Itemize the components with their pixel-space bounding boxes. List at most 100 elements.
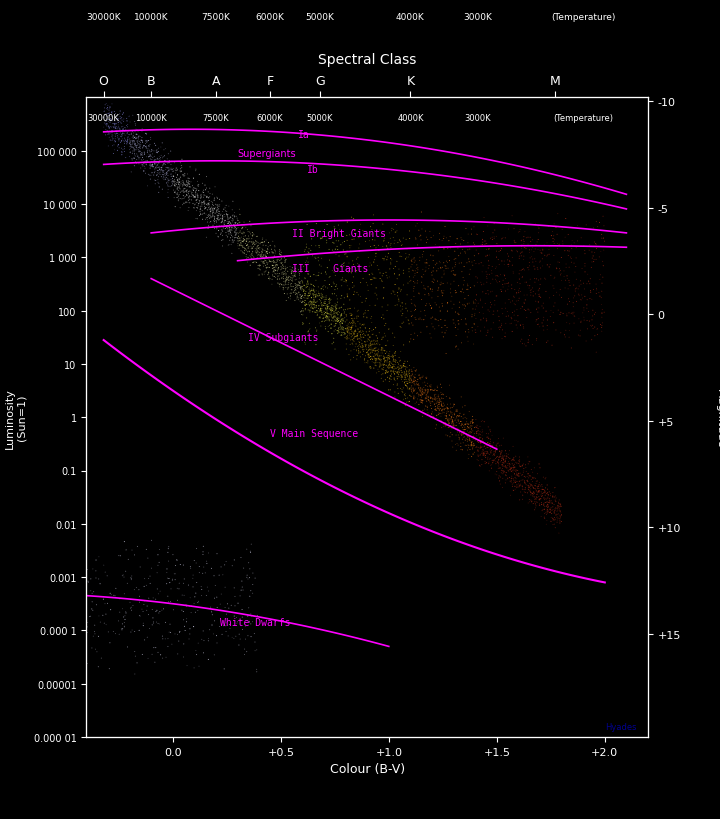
Point <box>209 211 220 224</box>
Point <box>400 376 412 389</box>
Point <box>425 392 436 405</box>
Point <box>234 240 246 253</box>
Point <box>449 253 461 266</box>
Point <box>164 577 176 590</box>
Point <box>351 253 362 266</box>
Point <box>310 322 321 335</box>
Point <box>222 217 234 230</box>
Point <box>178 637 189 650</box>
Point <box>172 174 184 188</box>
Point <box>150 162 162 175</box>
Point <box>166 156 178 169</box>
Point <box>437 388 449 401</box>
Point <box>194 204 206 217</box>
Point <box>462 237 474 250</box>
Point <box>470 295 482 308</box>
Point <box>195 203 207 216</box>
Point <box>119 621 130 634</box>
Point <box>390 354 401 367</box>
Point <box>108 589 120 602</box>
Point <box>283 282 294 295</box>
Point <box>314 305 325 319</box>
Point <box>388 286 400 299</box>
Point <box>387 351 399 364</box>
Point <box>269 264 280 277</box>
Point <box>403 373 415 387</box>
Point <box>302 246 314 259</box>
Point <box>282 261 293 274</box>
Point <box>230 230 241 243</box>
Point <box>472 450 484 463</box>
Point <box>197 214 208 227</box>
Point <box>504 256 516 269</box>
Point <box>351 333 363 346</box>
Point <box>410 263 422 276</box>
Point <box>316 309 328 322</box>
Point <box>333 250 345 263</box>
Point <box>533 480 544 493</box>
Point <box>549 503 560 516</box>
Point <box>278 276 289 289</box>
Point <box>373 346 384 359</box>
Point <box>513 287 524 300</box>
Point <box>528 486 539 500</box>
Point <box>414 251 426 265</box>
Point <box>217 213 228 226</box>
Point <box>336 309 347 322</box>
Point <box>110 121 122 134</box>
Point <box>112 128 123 141</box>
Point <box>274 246 285 259</box>
Point <box>128 146 140 159</box>
Point <box>328 310 340 324</box>
Point <box>515 286 526 299</box>
Point <box>308 269 320 282</box>
Point <box>541 237 553 250</box>
Point <box>456 266 468 279</box>
Point <box>148 617 159 630</box>
Point <box>122 131 134 144</box>
Point <box>336 314 347 328</box>
Point <box>220 200 232 213</box>
Point <box>130 142 142 155</box>
Point <box>533 319 544 332</box>
Point <box>532 264 544 277</box>
Point <box>529 243 541 256</box>
Point <box>122 127 133 140</box>
Point <box>511 457 523 470</box>
Point <box>156 162 167 175</box>
Point <box>526 486 537 500</box>
Point <box>384 373 395 386</box>
Point <box>415 389 426 402</box>
Point <box>400 298 411 311</box>
Point <box>245 618 256 631</box>
Point <box>435 396 446 409</box>
Point <box>352 324 364 337</box>
Point <box>87 563 99 576</box>
Point <box>238 247 249 260</box>
Point <box>325 303 336 316</box>
Point <box>482 441 494 455</box>
Point <box>563 274 575 287</box>
Point <box>181 181 193 194</box>
Point <box>253 238 265 251</box>
Point <box>500 232 511 245</box>
Point <box>352 251 364 265</box>
Point <box>212 601 223 614</box>
Point <box>360 350 372 363</box>
Point <box>439 221 451 234</box>
Point <box>179 620 190 633</box>
Point <box>232 240 243 253</box>
Point <box>212 212 224 225</box>
Point <box>447 314 459 327</box>
Point <box>180 179 192 192</box>
Point <box>588 256 600 269</box>
Point <box>168 175 180 188</box>
Point <box>304 299 315 312</box>
Point <box>325 305 337 319</box>
Point <box>235 239 247 252</box>
Point <box>149 656 161 669</box>
Point <box>373 264 384 277</box>
Point <box>102 114 114 127</box>
Point <box>150 162 161 175</box>
Point <box>420 310 431 323</box>
